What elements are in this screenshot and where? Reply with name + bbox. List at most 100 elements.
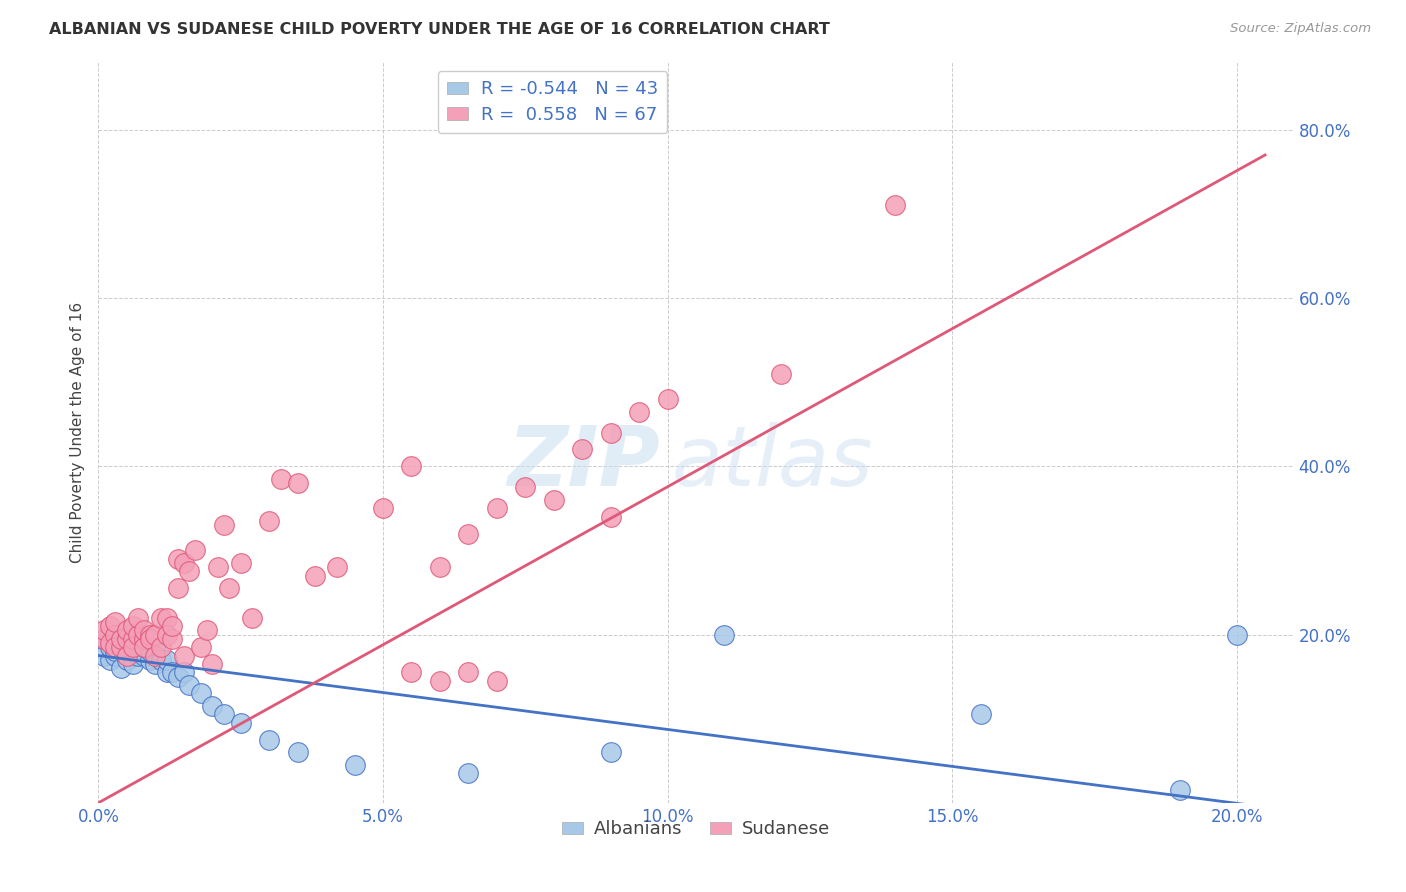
Point xyxy=(429,560,451,574)
Point xyxy=(115,653,138,667)
Point xyxy=(93,624,115,638)
Point xyxy=(287,476,309,491)
Point xyxy=(195,624,218,638)
Point xyxy=(115,632,138,646)
Text: ZIP: ZIP xyxy=(508,422,661,503)
Point xyxy=(162,619,184,633)
Point xyxy=(104,640,127,655)
Point xyxy=(201,699,224,714)
Point xyxy=(229,556,252,570)
Point xyxy=(98,636,121,650)
Point xyxy=(93,632,115,646)
Point xyxy=(115,640,138,655)
Point xyxy=(121,640,143,655)
Point xyxy=(207,560,229,574)
Point xyxy=(485,501,508,516)
Point xyxy=(138,644,160,658)
Point xyxy=(401,459,423,474)
Point xyxy=(127,648,149,663)
Point xyxy=(190,640,212,655)
Point xyxy=(156,653,179,667)
Point xyxy=(599,745,621,759)
Point xyxy=(173,665,195,680)
Point xyxy=(93,632,115,646)
Point xyxy=(515,480,537,494)
Point xyxy=(1226,627,1249,641)
Point xyxy=(127,627,149,641)
Point xyxy=(713,627,735,641)
Point xyxy=(270,472,292,486)
Point xyxy=(457,665,479,680)
Point xyxy=(173,648,195,663)
Point xyxy=(98,619,121,633)
Text: atlas: atlas xyxy=(672,422,873,503)
Point xyxy=(138,632,160,646)
Point xyxy=(98,653,121,667)
Point xyxy=(179,678,201,692)
Point xyxy=(115,627,138,641)
Point xyxy=(212,707,235,722)
Point xyxy=(150,653,173,667)
Point xyxy=(343,758,366,772)
Point xyxy=(115,648,138,663)
Point xyxy=(98,627,121,641)
Point xyxy=(127,632,149,646)
Point xyxy=(201,657,224,671)
Point xyxy=(599,509,621,524)
Point xyxy=(98,640,121,655)
Point xyxy=(162,632,184,646)
Point xyxy=(326,560,349,574)
Point xyxy=(138,653,160,667)
Point xyxy=(143,648,166,663)
Point xyxy=(184,543,207,558)
Point xyxy=(240,610,263,624)
Point xyxy=(218,581,240,595)
Point xyxy=(543,492,565,507)
Point xyxy=(190,686,212,700)
Point xyxy=(104,644,127,658)
Point xyxy=(132,624,155,638)
Point xyxy=(457,766,479,780)
Point xyxy=(599,425,621,440)
Point xyxy=(121,619,143,633)
Point xyxy=(969,707,991,722)
Point xyxy=(162,665,184,680)
Point xyxy=(485,673,508,688)
Point xyxy=(770,367,793,381)
Point xyxy=(884,198,907,212)
Point xyxy=(173,556,195,570)
Point xyxy=(104,627,127,641)
Point xyxy=(93,648,115,663)
Point xyxy=(127,640,149,655)
Point xyxy=(132,632,155,646)
Point xyxy=(628,404,651,418)
Point xyxy=(212,518,235,533)
Point xyxy=(1168,783,1191,797)
Point xyxy=(132,648,155,663)
Point xyxy=(143,640,166,655)
Point xyxy=(121,632,143,646)
Point xyxy=(167,551,190,566)
Point xyxy=(167,670,190,684)
Point xyxy=(104,615,127,629)
Point xyxy=(143,627,166,641)
Point xyxy=(115,624,138,638)
Point xyxy=(571,442,593,457)
Point xyxy=(150,610,173,624)
Point xyxy=(287,745,309,759)
Point xyxy=(304,568,326,582)
Point xyxy=(143,657,166,671)
Point xyxy=(457,526,479,541)
Point xyxy=(132,640,155,655)
Point xyxy=(401,665,423,680)
Point xyxy=(104,648,127,663)
Point xyxy=(138,627,160,641)
Point xyxy=(257,732,280,747)
Point xyxy=(121,648,143,663)
Y-axis label: Child Poverty Under the Age of 16: Child Poverty Under the Age of 16 xyxy=(69,302,84,563)
Point xyxy=(179,565,201,579)
Point xyxy=(127,610,149,624)
Text: ALBANIAN VS SUDANESE CHILD POVERTY UNDER THE AGE OF 16 CORRELATION CHART: ALBANIAN VS SUDANESE CHILD POVERTY UNDER… xyxy=(49,22,830,37)
Point xyxy=(110,661,132,675)
Legend: Albanians, Sudanese: Albanians, Sudanese xyxy=(554,814,838,846)
